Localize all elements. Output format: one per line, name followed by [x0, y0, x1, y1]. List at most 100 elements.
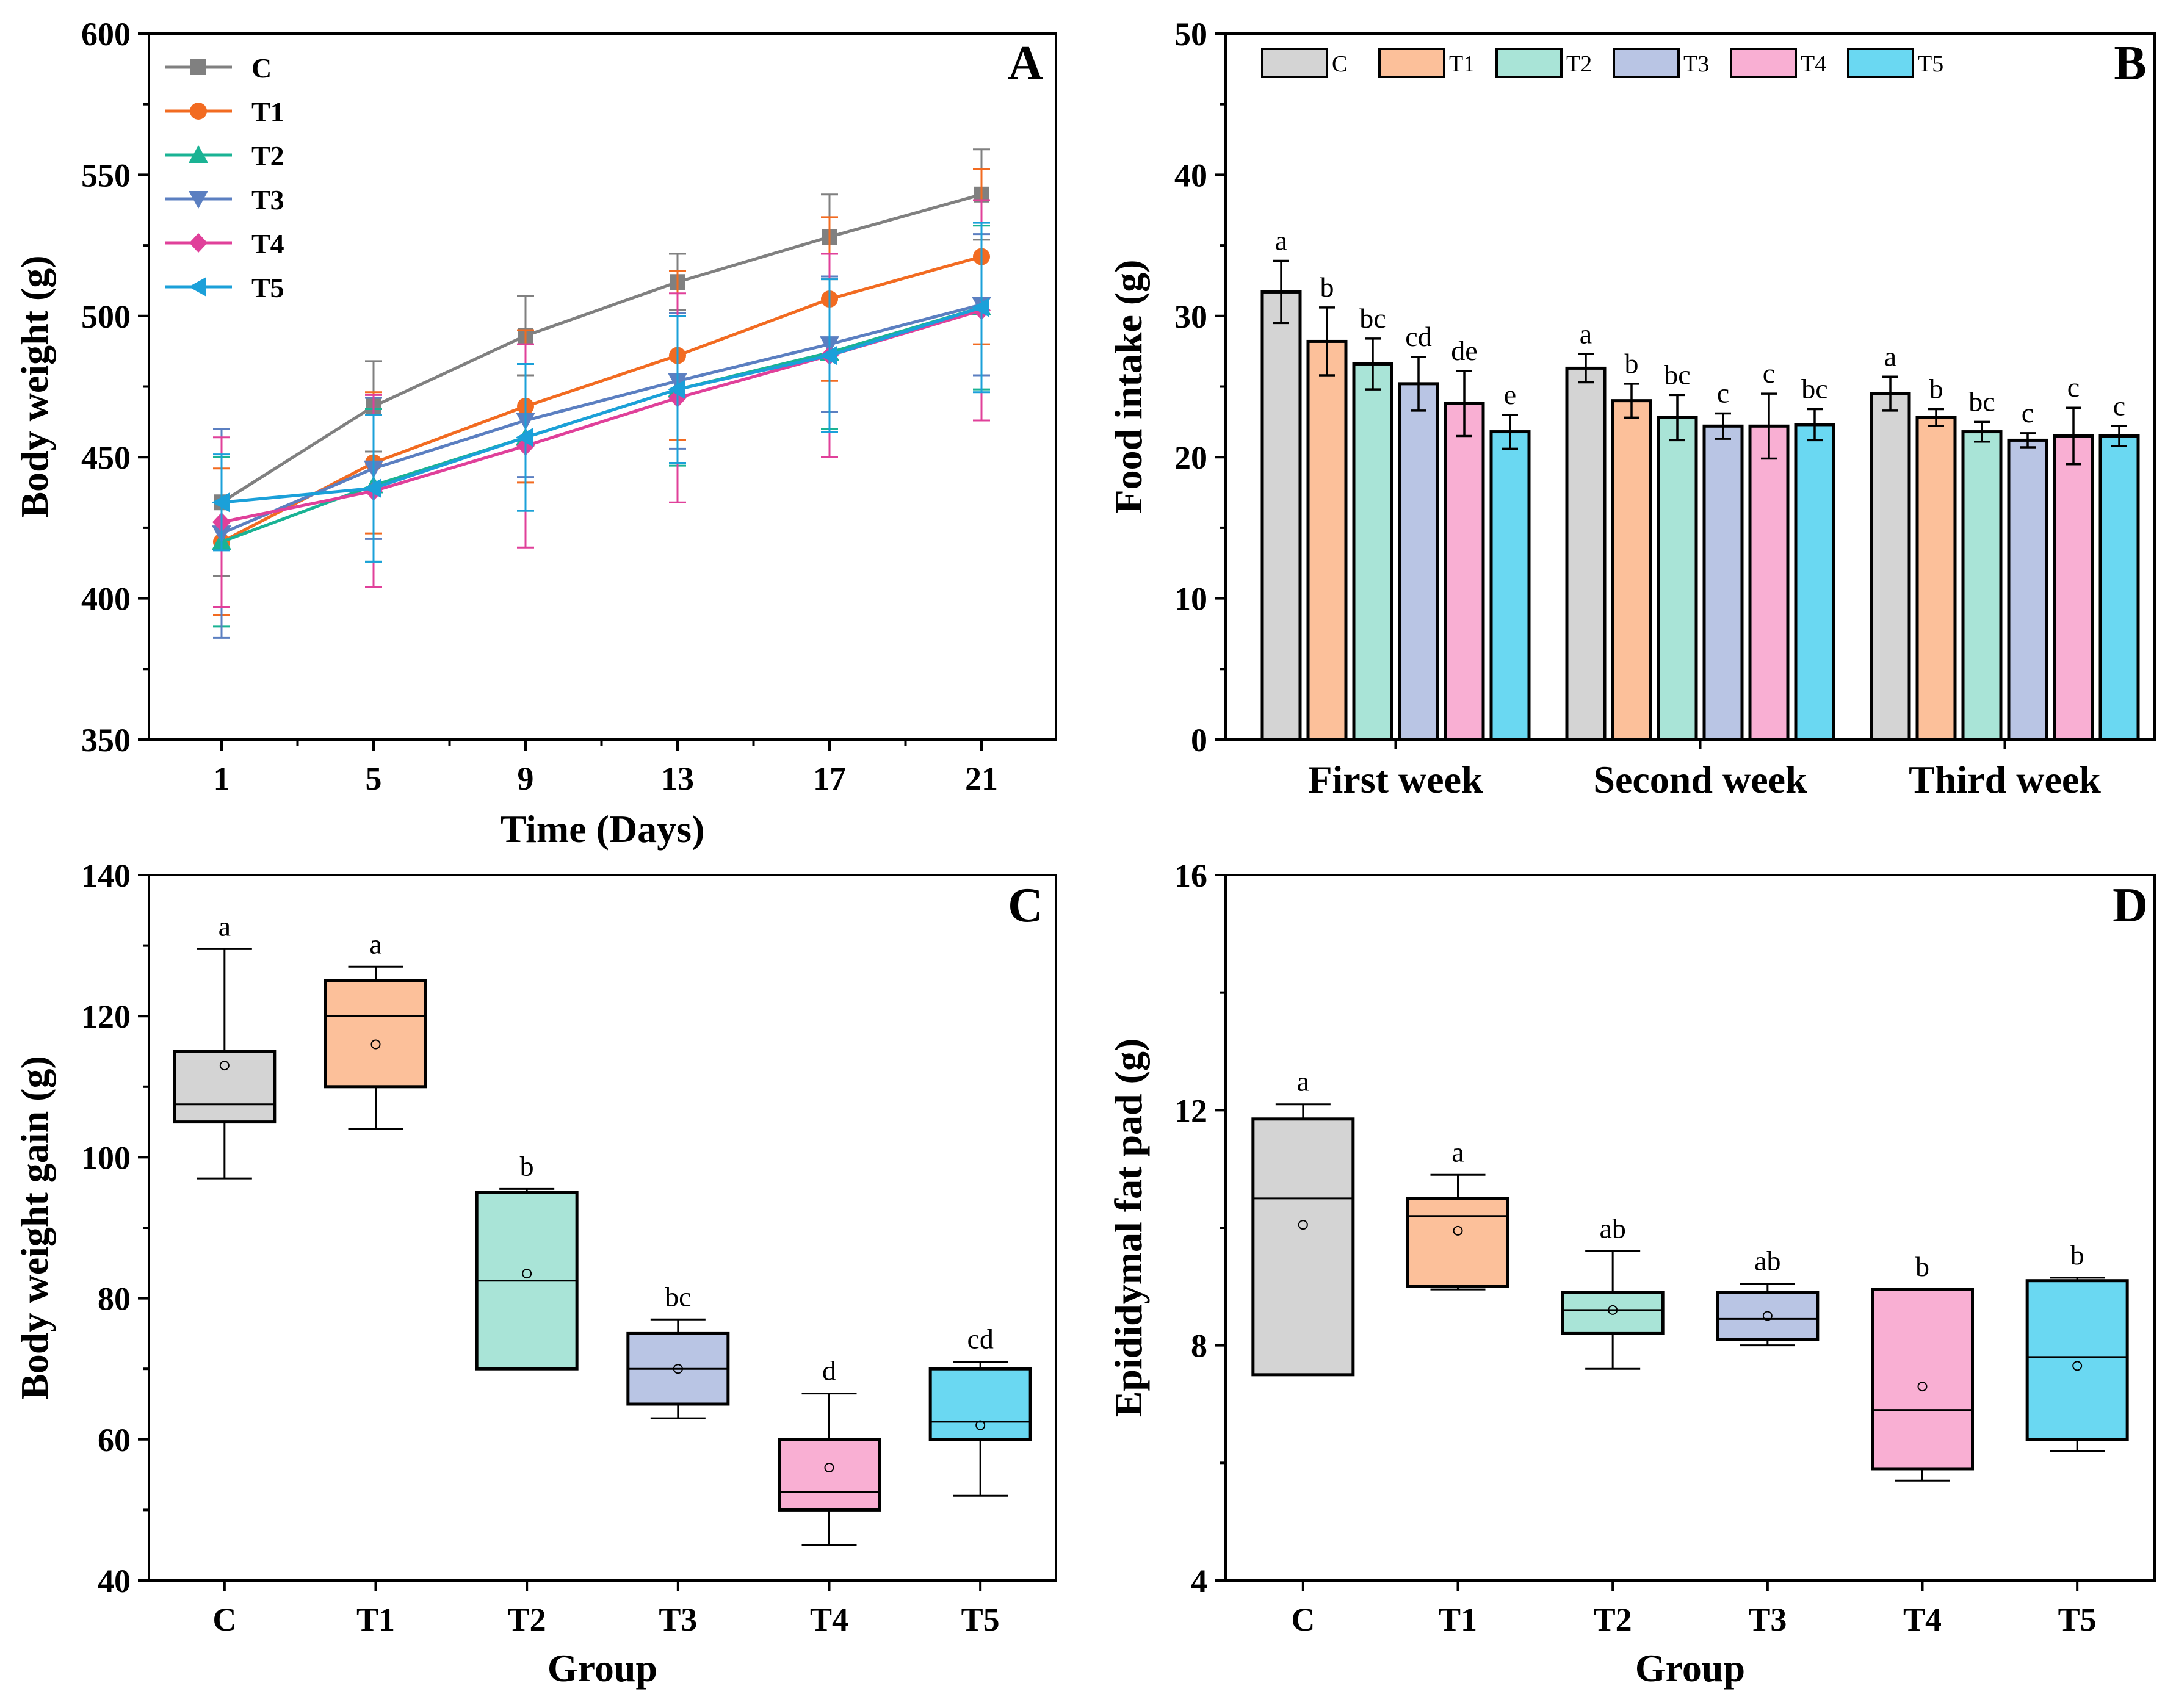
panel-a-legend-item: T2	[165, 140, 284, 171]
panel-a-x-tick-label: 5	[366, 760, 382, 797]
panel-b-legend-swatch	[1730, 48, 1797, 78]
panel-a-legend-marker	[189, 277, 206, 297]
panel-b-significance-letter: c	[1763, 358, 1775, 389]
panel-b-legend-swatch	[1847, 48, 1914, 78]
panel-d-box	[1716, 1291, 1820, 1341]
panel-c-significance-letter: cd	[967, 1324, 993, 1355]
panel-d-x-tick-label: T3	[1748, 1601, 1787, 1638]
panel-b-bar	[1398, 382, 1439, 741]
panel-c-mean-marker	[522, 1269, 532, 1279]
panel-b-legend-item: T1	[1378, 48, 1475, 78]
panel-d-mean-marker	[1608, 1305, 1618, 1315]
panel-a-x-tick-label: 17	[813, 760, 846, 797]
panel-c-box-T1: a	[324, 928, 427, 1130]
panel-c-box-C: a	[173, 910, 277, 1180]
panel-d-box	[2025, 1279, 2129, 1441]
panel-b-legend-label: C	[1332, 51, 1347, 77]
panel-a-data-point	[972, 297, 989, 317]
panel-b-legend-swatch	[1495, 48, 1563, 78]
panel-b-bar	[1915, 416, 1957, 741]
panel-a-y-tick-label: 450	[81, 439, 131, 476]
panel-d-box	[1871, 1288, 1974, 1471]
panel-d-x-tick-label: T1	[1439, 1601, 1477, 1638]
panel-b-significance-letter: bc	[1801, 373, 1827, 405]
panel-d-significance-letter: ab	[1754, 1245, 1780, 1277]
panel-c-significance-letter: a	[219, 910, 231, 942]
panel-a-series-line	[221, 306, 982, 504]
panel-a-data-point	[364, 478, 381, 499]
panel-b-significance-letter: b	[1625, 348, 1639, 379]
panel-b-bar	[2098, 434, 2140, 741]
panel-b-bar	[1260, 290, 1302, 741]
panel-b-legend-label: T1	[1449, 51, 1475, 77]
panel-c-x-tick-label: T1	[356, 1601, 395, 1638]
panel-a-legend-marker	[189, 191, 208, 209]
panel-d-x-tick-label: T4	[1903, 1601, 1942, 1638]
panel-d-x-tick-label: T2	[1594, 1601, 1632, 1638]
panel-b-y-tick-label: 20	[1174, 439, 1207, 476]
panel-a-legend-marker	[189, 145, 208, 163]
panel-b-legend-item: T4	[1730, 48, 1826, 78]
panel-b-significance-letter: a	[1884, 341, 1896, 372]
panel-c-box-plot: 40 60 80 100 120 140 Body weight gain (g) C C T1 T…	[13, 857, 1057, 1690]
panel-a-legend-marker	[190, 59, 206, 75]
panel-b-bar	[1748, 424, 1790, 741]
panel-b-significance-letter: bc	[1359, 303, 1386, 334]
panel-c-box-T3: bc	[626, 1281, 730, 1419]
panel-a-y-tick-label: 400	[81, 581, 131, 618]
panel-c-mean-marker	[370, 1039, 381, 1050]
panel-b-bar	[1961, 430, 2003, 741]
panel-c-panel-letter: C	[1008, 879, 1043, 932]
panel-b-category-label: Second week	[1593, 758, 1807, 801]
panel-c-mean-marker	[975, 1420, 986, 1430]
panel-a-series-C	[213, 148, 990, 577]
panel-c-y-tick-label: 40	[98, 1563, 131, 1599]
panel-b-bar	[1352, 362, 1393, 741]
panel-b-bar	[1870, 392, 1911, 741]
panel-b-y-tick-label: 0	[1191, 722, 1207, 759]
panel-a-x-tick-label: 13	[661, 760, 694, 797]
panel-d-panel-letter: D	[2113, 879, 2148, 932]
panel-c-significance-letter: b	[520, 1150, 534, 1181]
panel-b-y-tick-label: 30	[1174, 298, 1207, 335]
panel-c-significance-letter: a	[369, 928, 381, 959]
panel-b-significance-letter: bc	[1664, 359, 1690, 390]
panel-a-legend-item: C	[165, 52, 272, 84]
panel-a-data-point	[668, 380, 685, 400]
panel-a-legend-item: T1	[165, 96, 284, 128]
panel-d-box-T4: b	[1871, 1251, 1974, 1482]
panel-c-y-tick-label: 120	[81, 998, 131, 1035]
panel-b-y-axis-title: Food intake (g)	[1107, 260, 1150, 514]
panel-a-legend-marker	[190, 103, 207, 120]
panel-d-y-tick-label: 16	[1174, 857, 1207, 894]
panel-b-significance-letter: b	[1929, 373, 1943, 405]
panel-d-significance-letter: ab	[1599, 1213, 1625, 1244]
panel-b-bar	[1444, 402, 1485, 741]
panel-a-legend-item: T4	[165, 228, 284, 259]
panel-b-bar	[1702, 424, 1744, 741]
panel-a-y-tick-label: 500	[81, 298, 131, 335]
panel-a-x-axis-title: Time (Days)	[501, 807, 705, 851]
panel-d-box	[1561, 1291, 1665, 1335]
panel-b-significance-letter: a	[1580, 318, 1592, 349]
panel-b-bar	[1565, 366, 1607, 741]
panel-a-legend-label: T4	[251, 228, 284, 259]
panel-d-mean-marker	[1453, 1225, 1463, 1236]
panel-b-y-tick-label: 50	[1174, 16, 1207, 52]
panel-b-significance-letter: c	[1717, 377, 1729, 408]
panel-b-legend-label: T4	[1801, 51, 1826, 77]
panel-b-legend-item: T2	[1495, 48, 1592, 78]
panel-d-y-tick-label: 12	[1174, 1092, 1207, 1129]
panel-d-box	[1406, 1197, 1509, 1288]
panel-a-legend-label: T1	[251, 96, 284, 128]
panel-c-x-tick-label: C	[212, 1601, 236, 1638]
panel-a-data-point	[212, 492, 230, 513]
panel-a-legend-label: T2	[251, 140, 284, 171]
panel-b-legend-label: T3	[1683, 51, 1709, 77]
panel-a-plot-frame	[148, 32, 1057, 741]
panel-a-x-tick-label: 9	[518, 760, 534, 797]
panel-c-significance-letter: bc	[665, 1281, 691, 1312]
panel-c-box	[324, 979, 427, 1089]
panel-a-series-line	[221, 303, 982, 535]
panel-c-mean-marker	[673, 1364, 683, 1374]
